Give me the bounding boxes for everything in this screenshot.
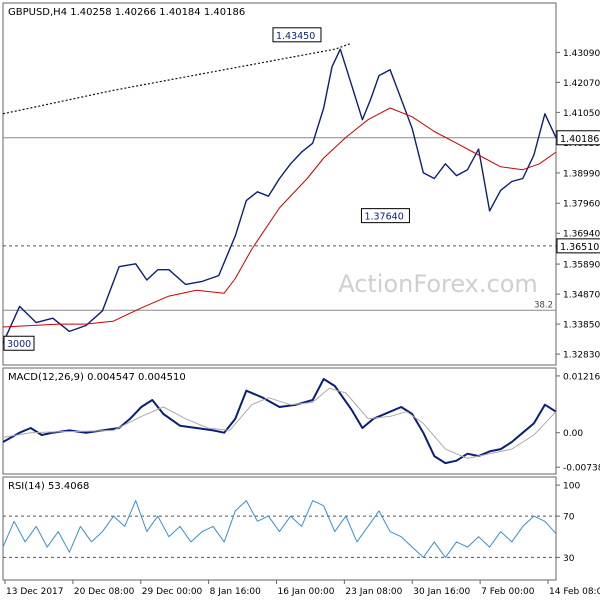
price-ytick-label: 1.34870 xyxy=(563,291,600,301)
x-tick-label: 7 Feb 00:00 xyxy=(481,587,535,597)
price-series-moving-average-long xyxy=(2,42,352,115)
macd-ytick-label: 0.00 xyxy=(563,429,583,439)
rsi-title: RSI(14) 53.4068 xyxy=(8,481,89,492)
price-ytick-label: 1.41050 xyxy=(563,109,600,119)
x-tick-label: 13 Dec 2017 xyxy=(6,587,64,597)
price-annotations: 1.43450 1.37640 3000 xyxy=(3,27,410,351)
price-hline-tag-box xyxy=(556,130,600,146)
macd-ytick-label: -0.007384 xyxy=(563,464,600,474)
price-ytick-label: 1.33850 xyxy=(563,321,600,331)
price-ytick-label: 1.42070 xyxy=(563,79,600,89)
price-series-moving-average-short xyxy=(2,107,557,328)
price-annotation-box xyxy=(3,335,35,351)
price-grid xyxy=(3,51,560,355)
rsi-ytick-label: 70 xyxy=(563,513,575,523)
price-annotation-box xyxy=(272,27,322,43)
macd-series-macd xyxy=(2,378,557,465)
rsi-series-group xyxy=(2,500,557,558)
macd-ytick-label: 0.012164 xyxy=(563,372,600,382)
price-title: GBPUSD,H4 1.40258 1.40266 1.40184 1.4018… xyxy=(8,7,245,18)
macd-series-signal xyxy=(2,387,557,459)
x-tick-label: 14 Feb 08:00 xyxy=(549,587,600,597)
x-tick-label: 16 Jan 00:00 xyxy=(278,587,335,597)
macd-grid xyxy=(556,375,560,468)
rsi-ytick-label: 100 xyxy=(563,482,580,492)
price-annotation-box xyxy=(360,208,410,224)
price-hline-tag-box xyxy=(556,238,600,254)
watermark: ActionForex.com xyxy=(338,270,538,298)
macd-panel-frame xyxy=(2,367,557,475)
price-axis-labels: 1.430901.420701.410501.400301.389901.379… xyxy=(534,49,600,361)
x-tick-label: 29 Dec 00:00 xyxy=(142,587,203,597)
price-hline-tag: 1.40186 xyxy=(560,134,599,145)
price-series-group xyxy=(2,42,557,344)
rsi-grid xyxy=(3,484,560,558)
price-ytick-label: 1.32830 xyxy=(563,351,600,361)
macd-series-group xyxy=(2,378,557,465)
price-ytick-label: 1.36940 xyxy=(563,230,600,240)
price-ytick-label: 1.38990 xyxy=(563,169,600,179)
price-ytick-label: 1.35890 xyxy=(563,261,600,271)
price-ytick-label: 1.43090 xyxy=(563,49,600,59)
price-ytick-label: 1.37960 xyxy=(563,200,600,210)
rsi-series-rsi xyxy=(2,500,557,558)
x-tick-label: 30 Jan 16:00 xyxy=(413,587,470,597)
rsi-panel-frame xyxy=(2,476,557,581)
price-hline-label: 38.2 xyxy=(534,300,553,310)
x-axis-labels: 13 Dec 2017 20 Dec 08:00 29 Dec 00:00 8 Jan… xyxy=(4,580,600,597)
x-tick-label: 23 Jan 08:00 xyxy=(345,587,402,597)
price-annotation-label: 1.43450 xyxy=(276,31,315,42)
x-tick-label: 8 Jan 16:00 xyxy=(210,587,262,597)
price-series-price xyxy=(2,48,557,344)
macd-title: MACD(12,26,9) 0.004547 0.004510 xyxy=(8,372,186,383)
rsi-ytick-label: 30 xyxy=(563,554,575,564)
rsi-axis-labels: 100 70 30 xyxy=(563,482,580,564)
price-panel-frame xyxy=(2,2,557,366)
x-tick-label: 20 Dec 08:00 xyxy=(74,587,135,597)
price-annotation-label: 3000 xyxy=(7,339,31,350)
price-annotation-label: 1.37640 xyxy=(364,212,403,223)
price-hline-tag: 1.36510 xyxy=(560,242,599,253)
macd-axis-labels: 0.012164 0.00 -0.007384 xyxy=(563,372,600,473)
